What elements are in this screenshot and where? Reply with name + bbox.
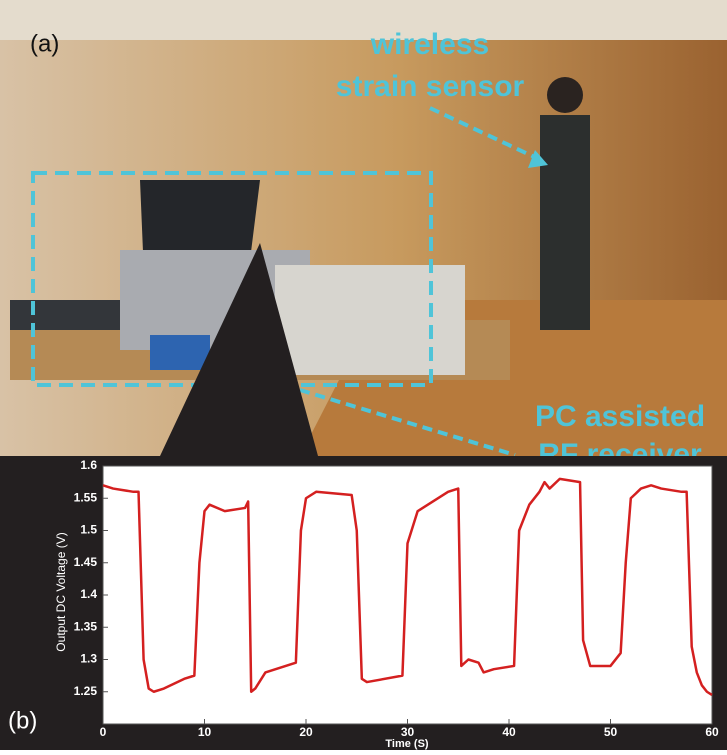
daq [150,335,210,370]
annotation: wireless [370,28,489,61]
x-tick-label: 30 [401,725,415,739]
x-tick-label: 50 [604,725,618,739]
y-tick-label: 1.6 [80,458,97,472]
ceiling [0,0,727,40]
y-tick-label: 1.35 [74,619,98,633]
y-tick-label: 1.55 [74,490,98,504]
y-tick-label: 1.5 [80,523,97,537]
annotation: PC assisted [535,400,705,433]
x-tick-label: 0 [100,725,107,739]
y-tick-label: 1.25 [74,684,98,698]
person-head [547,77,583,113]
figure: (a) wireless strain sensor PC assisted R… [0,0,727,750]
y-tick-label: 1.45 [74,555,98,569]
annotation: strain sensor [336,70,525,103]
x-tick-label: 10 [198,725,212,739]
x-tick-label: 40 [502,725,516,739]
y-axis-label: Output DC Voltage (V) [54,532,68,651]
panel-label: (a) [30,30,59,57]
page: (a) wireless strain sensor PC assisted R… [0,0,727,755]
x-axis-label: Time (S) [385,738,429,750]
y-tick-label: 1.4 [80,587,97,601]
person [540,115,590,330]
y-tick-label: 1.3 [80,652,97,666]
panel-label: (b) [8,707,37,734]
x-tick-label: 60 [705,725,719,739]
x-tick-label: 20 [299,725,313,739]
plot-area [103,466,712,724]
rf-receiver [275,265,465,375]
